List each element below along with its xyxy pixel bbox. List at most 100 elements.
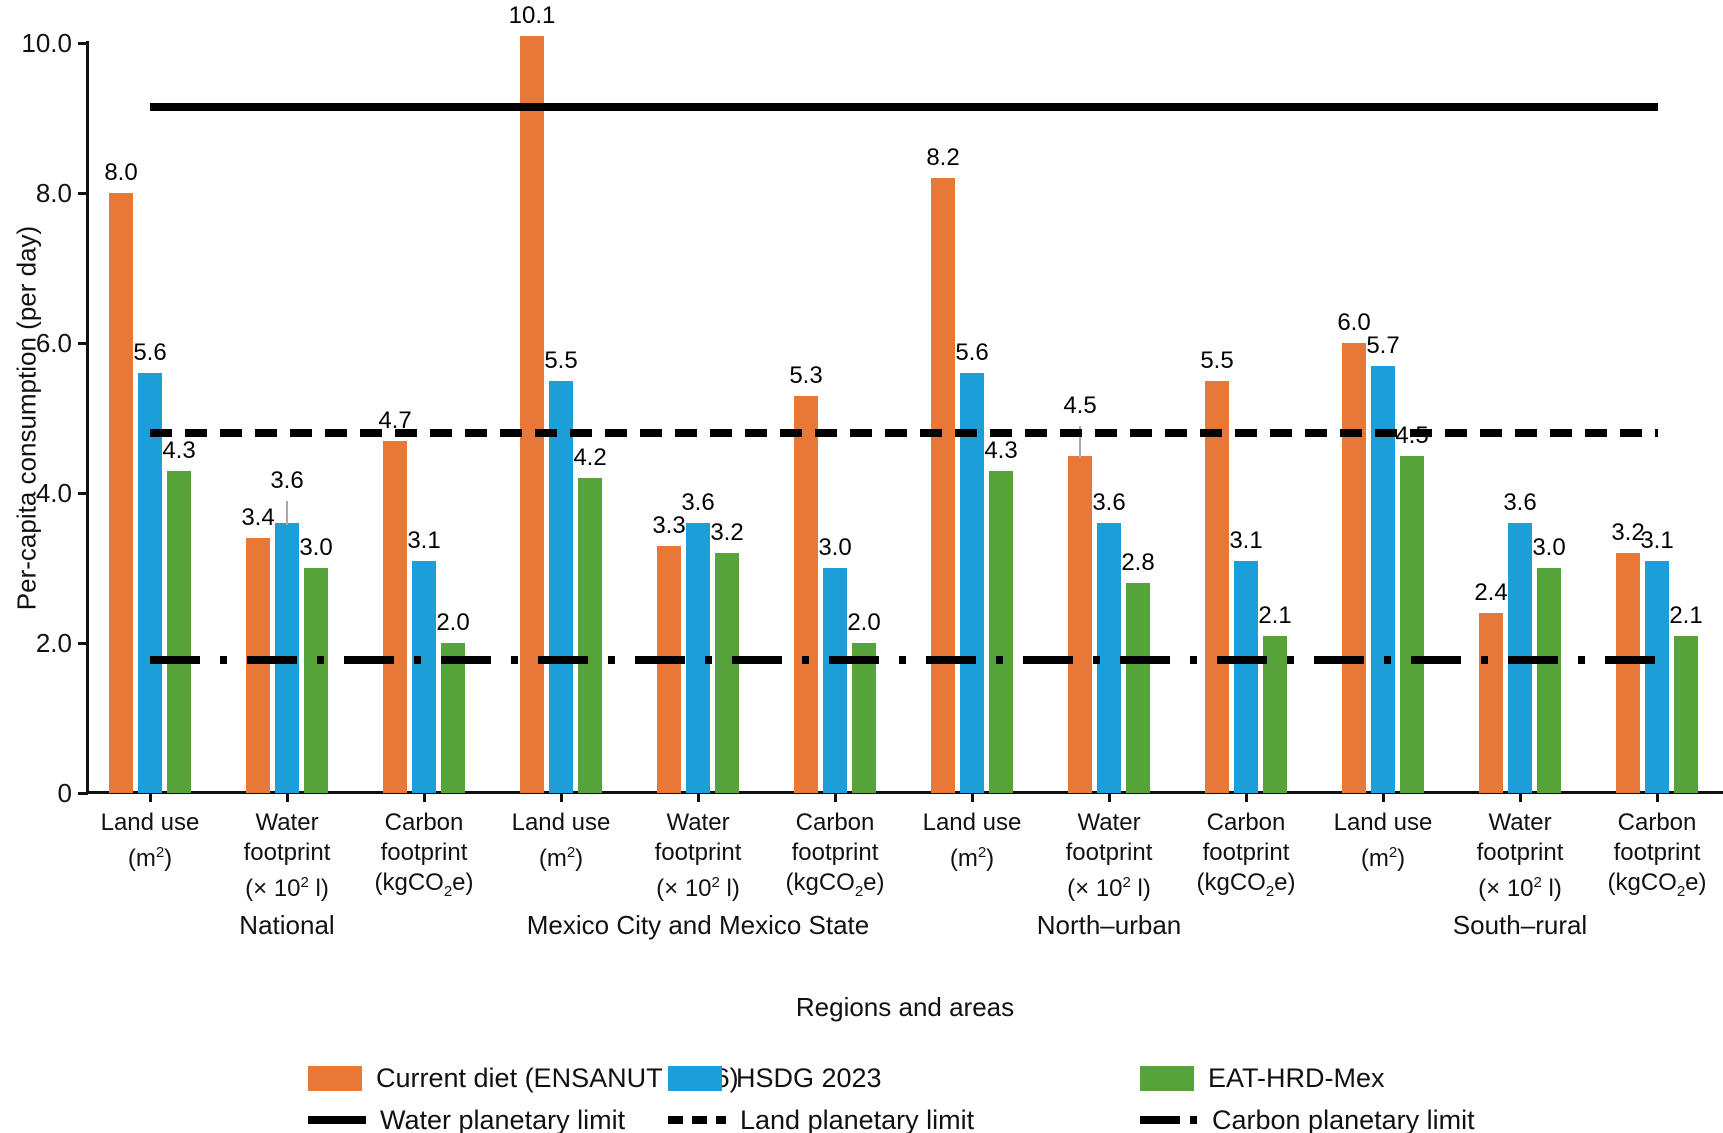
bar-series0-cat2 <box>383 440 407 793</box>
category-label: Water footprint (× 102 l) <box>654 809 742 902</box>
value-label: 3.1 <box>1640 526 1674 554</box>
x-tick-mark <box>1518 792 1522 802</box>
value-label: 2.0 <box>436 609 470 636</box>
value-label: 3.1 <box>407 526 441 554</box>
value-label: 2.4 <box>1474 579 1508 606</box>
x-tick-mark <box>285 792 289 802</box>
bar-series0-cat6 <box>931 178 955 793</box>
y-axis-title: Per-capita consumption (per day) <box>11 225 42 611</box>
y-tick-mark <box>78 191 88 195</box>
bar-series1-cat5 <box>823 568 847 793</box>
x-tick-mark <box>1655 792 1659 802</box>
value-label: 3.6 <box>1503 489 1537 516</box>
value-label: 3.0 <box>818 534 852 561</box>
category-label: Water footprint (× 102 l) <box>243 809 331 902</box>
bar-series0-cat8 <box>1205 380 1229 793</box>
legend-item-eat-hrd-mex: EAT-HRD-Mex <box>1140 1061 1385 1095</box>
legend-swatch-land-limit-line <box>668 1116 726 1124</box>
x-tick-mark <box>422 792 426 802</box>
bar-series2-cat11 <box>1674 635 1698 793</box>
x-tick-mark <box>1107 792 1111 802</box>
region-label: Mexico City and Mexico State <box>526 910 870 940</box>
bar-series2-cat3 <box>578 478 602 793</box>
bar-series2-cat7 <box>1126 583 1150 793</box>
value-label: 2.1 <box>1669 601 1703 629</box>
value-label: 3.0 <box>1532 534 1566 561</box>
x-axis-spine <box>86 791 1723 794</box>
x-axis-title: Regions and areas <box>795 992 1015 1022</box>
value-label: 6.0 <box>1337 309 1371 336</box>
legend-label-hsdg: HSDG 2023 <box>736 1062 882 1093</box>
region-label: National <box>239 910 335 940</box>
value-label: 10.1 <box>508 1 556 29</box>
x-tick-mark <box>970 792 974 802</box>
value-label: 4.7 <box>378 406 412 434</box>
value-label: 4.3 <box>162 436 196 464</box>
legend-label-carbon-limit: Carbon planetary limit <box>1212 1104 1475 1133</box>
value-label: 3.6 <box>681 489 715 516</box>
bar-series2-cat2 <box>441 643 465 793</box>
error-whisker <box>286 500 288 525</box>
legend-swatch-eat-hrd-mex <box>1140 1065 1194 1091</box>
legend-swatch-current-diet <box>308 1065 362 1091</box>
value-label: 3.6 <box>270 466 304 494</box>
bar-series0-cat0 <box>109 193 133 793</box>
y-tick-mark <box>78 641 88 645</box>
value-label: 5.7 <box>1366 331 1400 359</box>
y-axis-spine <box>86 41 89 794</box>
legend-label-eat-hrd-mex: EAT-HRD-Mex <box>1208 1062 1385 1093</box>
y-tick-label: 6.0 <box>35 328 72 358</box>
legend-item-carbon-limit: Carbon planetary limit <box>1140 1103 1475 1133</box>
value-label: 5.5 <box>1200 346 1234 374</box>
value-label: 2.1 <box>1258 601 1292 629</box>
bar-series2-cat5 <box>852 643 876 793</box>
bar-series0-cat10 <box>1479 613 1503 793</box>
y-tick-label: 8.0 <box>35 178 72 208</box>
value-label: 4.2 <box>573 444 607 471</box>
category-label: Carbon footprint (kgCO2e) <box>785 809 885 900</box>
limit-line-dashed <box>150 429 1658 437</box>
x-tick-mark <box>148 792 152 802</box>
bar-series1-cat11 <box>1645 560 1669 793</box>
category-label: Land use (m2) <box>511 809 611 872</box>
value-label: 2.8 <box>1121 549 1155 576</box>
legend-item-land-limit: Land planetary limit <box>668 1103 974 1133</box>
bar-series1-cat8 <box>1234 560 1258 793</box>
y-tick-mark <box>78 791 88 795</box>
value-label: 5.5 <box>544 346 578 374</box>
region-label: South–rural <box>1452 910 1588 940</box>
category-label: Water footprint (× 102 l) <box>1065 809 1153 902</box>
legend-label-land-limit: Land planetary limit <box>740 1104 975 1133</box>
x-tick-mark <box>833 792 837 802</box>
plot-area: 8.0 3.4 4.7 10.1 3.3 5.3 8.2 4.5 5.5 6.0 2.4 3.2 5.6… <box>88 2 1723 793</box>
value-label: 3.6 <box>1092 489 1126 516</box>
bar-series2-cat4 <box>715 553 739 793</box>
value-label: 5.6 <box>955 339 989 366</box>
x-tick-mark <box>1381 792 1385 802</box>
legend-item-water-limit: Water planetary limit <box>308 1103 625 1133</box>
x-tick-mark <box>1244 792 1248 802</box>
category-label: Carbon footprint (kgCO2e) <box>374 809 474 900</box>
value-label: 3.2 <box>1611 519 1645 546</box>
x-tick-mark <box>559 792 563 802</box>
category-label: Land use (m2) <box>922 809 1022 872</box>
value-label: 4.3 <box>984 436 1018 464</box>
legend-label-water-limit: Water planetary limit <box>380 1104 626 1133</box>
y-tick-label: 2.0 <box>35 628 72 658</box>
bar-series2-cat10 <box>1537 568 1561 793</box>
bar-series0-cat5 <box>794 395 818 793</box>
y-tick-mark <box>78 491 88 495</box>
error-whisker <box>1079 425 1081 458</box>
category-label: Carbon footprint (kgCO2e) <box>1607 809 1707 900</box>
limit-line-solid <box>150 102 1658 111</box>
value-label: 3.3 <box>652 511 686 539</box>
y-tick-label: 0 <box>57 778 72 808</box>
value-label: 3.4 <box>241 504 275 531</box>
value-label: 2.0 <box>847 609 881 636</box>
value-label: 5.6 <box>133 339 167 366</box>
bar-series0-cat1 <box>246 538 270 793</box>
value-label: 4.5 <box>1063 391 1097 419</box>
value-label: 8.2 <box>926 144 960 171</box>
legend-swatch-hsdg <box>668 1065 722 1091</box>
